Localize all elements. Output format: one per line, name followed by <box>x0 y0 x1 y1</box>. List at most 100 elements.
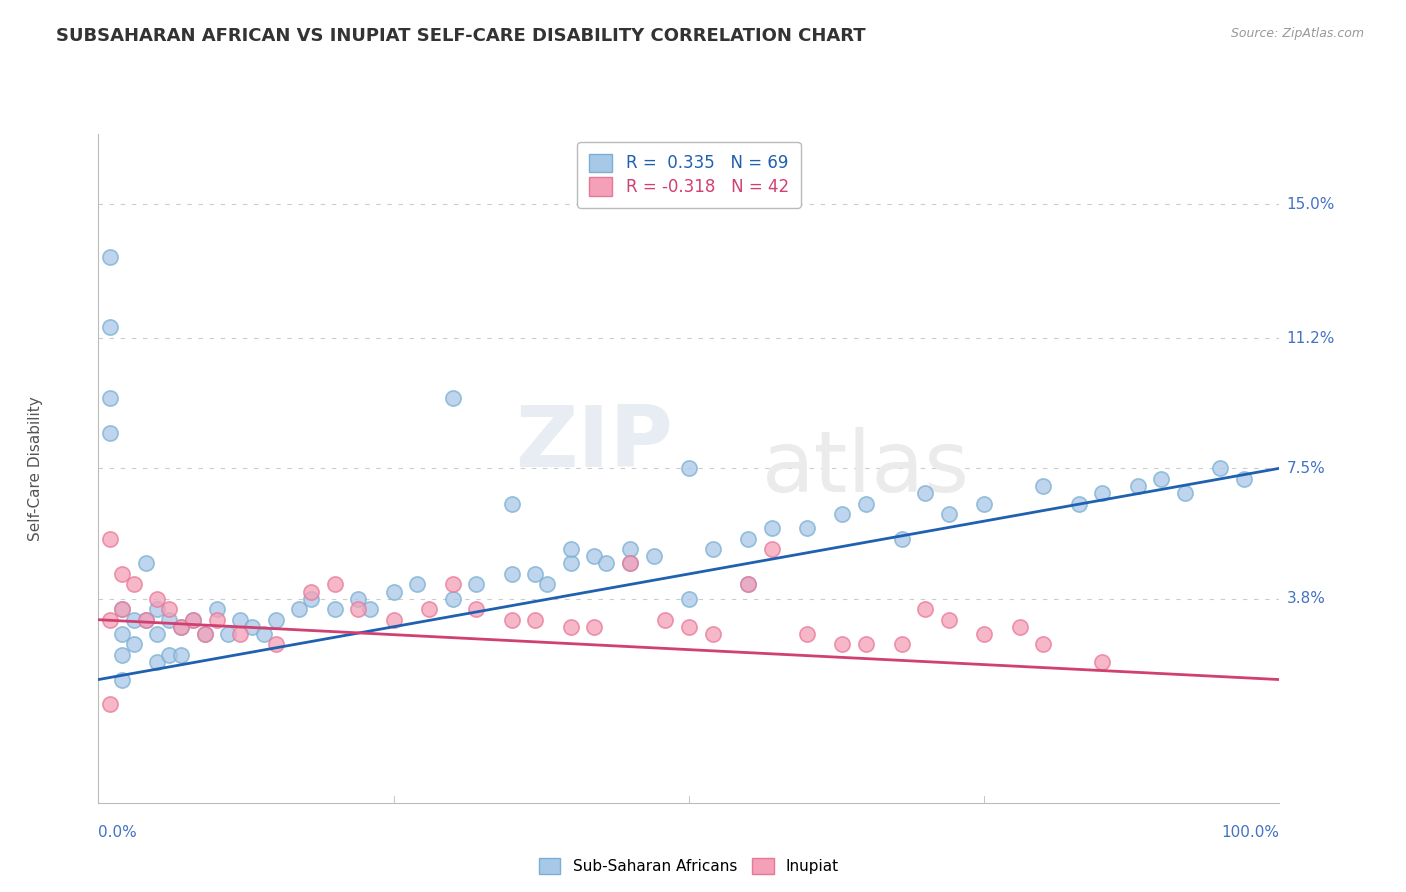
Point <box>524 613 547 627</box>
Point <box>654 613 676 627</box>
Point <box>170 648 193 662</box>
Point <box>501 566 523 581</box>
Point <box>465 602 488 616</box>
Point <box>938 507 960 521</box>
Point <box>1091 486 1114 500</box>
Point <box>135 557 157 571</box>
Point <box>583 620 606 634</box>
Point <box>135 613 157 627</box>
Point <box>938 613 960 627</box>
Point <box>914 602 936 616</box>
Point <box>890 637 912 651</box>
Point <box>1067 496 1090 510</box>
Point <box>1032 637 1054 651</box>
Point <box>170 620 193 634</box>
Point <box>583 549 606 564</box>
Point <box>1209 461 1232 475</box>
Point <box>560 542 582 557</box>
Point <box>678 620 700 634</box>
Point <box>382 613 405 627</box>
Point <box>288 602 311 616</box>
Point <box>111 627 134 641</box>
Point <box>831 507 853 521</box>
Point <box>418 602 440 616</box>
Point <box>194 627 217 641</box>
Text: Self-Care Disability: Self-Care Disability <box>28 396 42 541</box>
Point <box>831 637 853 651</box>
Point <box>111 648 134 662</box>
Point <box>98 426 121 441</box>
Point <box>855 637 877 651</box>
Point <box>1091 655 1114 669</box>
Point <box>181 613 204 627</box>
Point <box>299 591 322 606</box>
Point <box>619 542 641 557</box>
Point <box>111 602 134 616</box>
Point <box>146 602 169 616</box>
Point <box>111 566 134 581</box>
Point <box>111 673 134 687</box>
Legend: Sub-Saharan Africans, Inupiat: Sub-Saharan Africans, Inupiat <box>531 850 846 882</box>
Point <box>643 549 665 564</box>
Point <box>796 627 818 641</box>
Point <box>465 577 488 591</box>
Point <box>1126 479 1149 493</box>
Point <box>253 627 276 641</box>
Point <box>98 613 121 627</box>
Text: 7.5%: 7.5% <box>1286 461 1326 475</box>
Point <box>1008 620 1031 634</box>
Point <box>702 542 724 557</box>
Point <box>560 620 582 634</box>
Text: Source: ZipAtlas.com: Source: ZipAtlas.com <box>1230 27 1364 40</box>
Point <box>678 461 700 475</box>
Point <box>441 577 464 591</box>
Point <box>1174 486 1197 500</box>
Point <box>501 496 523 510</box>
Point <box>122 577 145 591</box>
Point <box>359 602 381 616</box>
Point <box>181 613 204 627</box>
Point <box>382 584 405 599</box>
Point <box>205 602 228 616</box>
Point <box>595 557 617 571</box>
Point <box>347 591 370 606</box>
Point <box>1032 479 1054 493</box>
Point <box>973 496 995 510</box>
Point <box>973 627 995 641</box>
Point <box>299 584 322 599</box>
Point <box>761 521 783 535</box>
Point <box>441 591 464 606</box>
Point <box>347 602 370 616</box>
Text: ZIP: ZIP <box>516 402 673 485</box>
Point <box>157 602 180 616</box>
Point <box>135 613 157 627</box>
Point <box>761 542 783 557</box>
Point <box>737 532 759 546</box>
Point <box>501 613 523 627</box>
Point <box>737 577 759 591</box>
Point <box>205 613 228 627</box>
Point <box>560 557 582 571</box>
Point <box>240 620 263 634</box>
Point <box>264 613 287 627</box>
Point <box>98 250 121 264</box>
Point <box>441 391 464 405</box>
Text: atlas: atlas <box>762 426 970 510</box>
Point <box>855 496 877 510</box>
Point <box>323 577 346 591</box>
Point <box>1150 472 1173 486</box>
Point <box>157 613 180 627</box>
Point <box>98 391 121 405</box>
Text: 0.0%: 0.0% <box>98 825 138 840</box>
Point <box>619 557 641 571</box>
Point <box>914 486 936 500</box>
Point <box>217 627 239 641</box>
Point <box>702 627 724 641</box>
Point <box>146 655 169 669</box>
Point <box>619 557 641 571</box>
Point <box>157 648 180 662</box>
Text: SUBSAHARAN AFRICAN VS INUPIAT SELF-CARE DISABILITY CORRELATION CHART: SUBSAHARAN AFRICAN VS INUPIAT SELF-CARE … <box>56 27 866 45</box>
Point <box>122 613 145 627</box>
Point <box>98 320 121 334</box>
Point <box>1233 472 1256 486</box>
